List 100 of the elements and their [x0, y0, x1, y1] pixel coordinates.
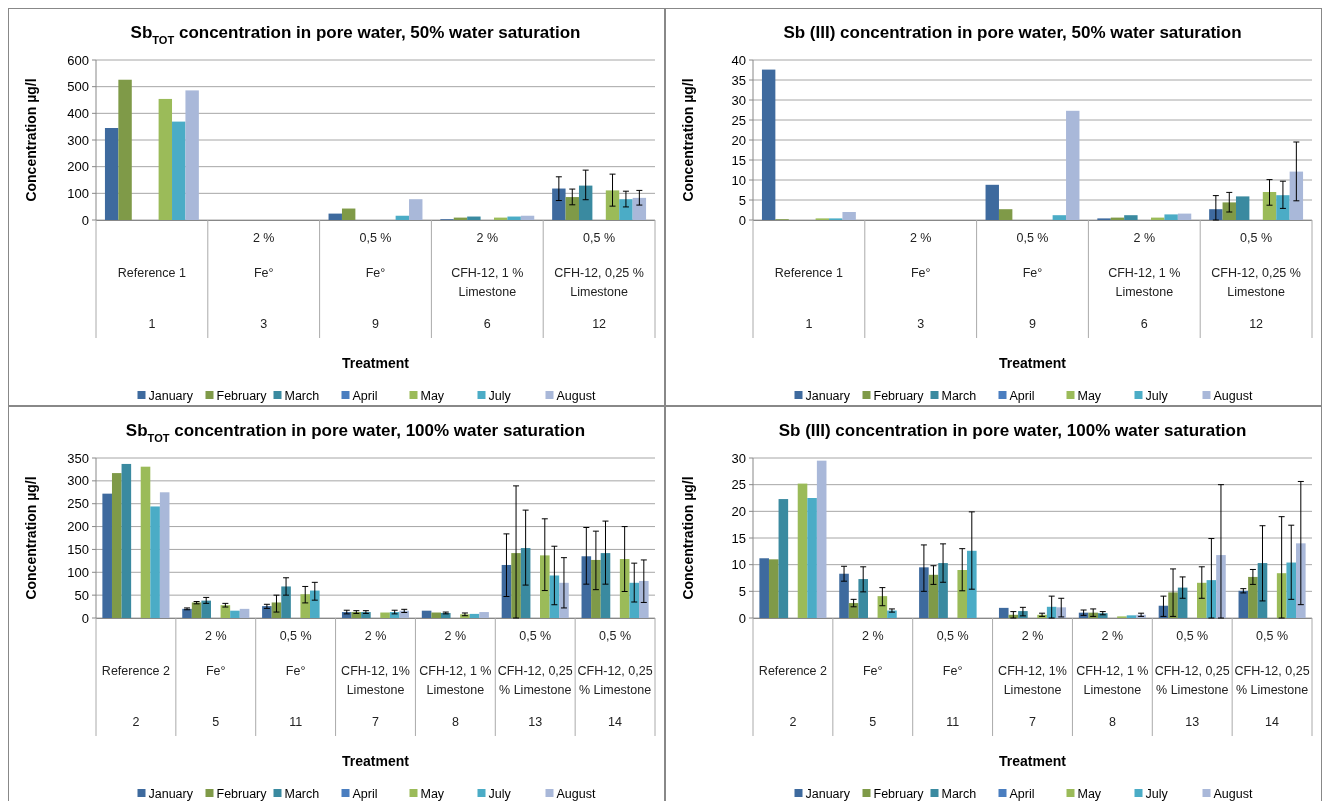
bar: [469, 613, 480, 618]
y-axis-title: Concentration µg/l: [680, 476, 696, 600]
y-tick-label: 15: [731, 530, 746, 546]
category-label: Reference 1 1: [117, 266, 186, 331]
legend-label: May: [420, 787, 445, 801]
chart-title: Sb$_{TOT}$ concentration in pore water, 100% water saturation: [125, 421, 586, 444]
bar: [102, 493, 112, 618]
y-tick-label: 350: [67, 450, 89, 466]
bar: [111, 473, 122, 618]
bar: [328, 213, 342, 220]
bar: [159, 492, 170, 618]
bar: [1177, 213, 1192, 220]
legend-label: August: [556, 787, 596, 801]
bar: [140, 466, 151, 618]
bar: [1052, 215, 1067, 220]
legend-label: March: [941, 389, 977, 403]
legend-label: February: [873, 787, 925, 801]
category-label: 2 % Fe° 5: [862, 629, 884, 729]
legend-label: August: [1213, 389, 1253, 403]
category-label: 2 % CFH-12, 1 % Limestone 8: [419, 629, 492, 729]
bar: [172, 121, 186, 220]
bar: [520, 215, 535, 220]
legend-label: March: [284, 389, 320, 403]
y-tick-label: 20: [731, 132, 746, 148]
bar: [877, 596, 888, 618]
bar: [1177, 587, 1188, 618]
legend-label: May: [1077, 787, 1102, 801]
y-tick-label: 400: [67, 105, 89, 121]
bar: [549, 575, 560, 618]
bar: [578, 185, 593, 220]
bar: [158, 98, 173, 220]
bar: [985, 184, 999, 220]
legend-label: February: [873, 389, 925, 403]
x-axis-title: Treatment: [999, 355, 1067, 371]
y-tick-label: 300: [67, 473, 89, 489]
bar: [230, 610, 240, 618]
legend-label: August: [1213, 787, 1253, 801]
bar: [842, 212, 856, 220]
category-label: 2 % Fe° 3: [909, 231, 932, 331]
y-tick-label: 25: [731, 477, 746, 493]
bar: [619, 559, 630, 618]
bar: [632, 197, 647, 220]
legend-label: January: [148, 787, 194, 801]
bar: [185, 90, 199, 220]
y-tick-label: 10: [731, 172, 746, 188]
y-tick-label: 5: [738, 192, 746, 208]
bar: [957, 570, 968, 618]
bar: [552, 188, 566, 220]
category-label: Reference 2 2: [101, 664, 170, 729]
bar: [639, 580, 649, 618]
y-tick-label: 10: [731, 557, 746, 573]
legend-label: July: [1145, 787, 1169, 801]
bar: [540, 555, 550, 618]
y-tick-label: 5: [738, 583, 746, 599]
bar: [1289, 171, 1304, 220]
category-label: 0,5 % Fe° 9: [359, 231, 392, 331]
y-tick-label: 250: [67, 496, 89, 512]
legend-label: April: [1009, 389, 1035, 403]
y-tick-label: 0: [81, 212, 89, 228]
bar: [182, 608, 192, 618]
bar: [938, 563, 948, 618]
bar: [501, 564, 512, 618]
category-label: Reference 1 1: [774, 266, 843, 331]
bar: [104, 128, 119, 220]
bar: [565, 197, 579, 220]
bar: [150, 506, 160, 618]
legend-label: January: [805, 787, 851, 801]
bar: [858, 579, 868, 618]
bar: [520, 548, 531, 618]
bar: [1126, 615, 1137, 618]
bar: [1286, 562, 1297, 618]
category-label: 2 % CFH-12, 1% Limestone 7: [341, 629, 410, 729]
category-label: 0,5 % CFH-12, 0,25 % Limestone 14: [577, 629, 653, 729]
bar: [1222, 202, 1236, 220]
legend-label: July: [488, 787, 512, 801]
y-tick-label: 500: [67, 79, 89, 95]
bar: [380, 612, 390, 618]
bar: [1238, 590, 1249, 618]
y-tick-label: 25: [731, 112, 746, 128]
y-tick-label: 50: [74, 587, 89, 603]
bar: [998, 209, 1013, 220]
bar: [797, 483, 808, 618]
chart-title: Sb$_{TOT}$ concentration in pore water, 50% water saturation: [130, 23, 581, 46]
bar: [619, 199, 633, 220]
x-axis-title: Treatment: [999, 753, 1067, 769]
category-label: Reference 2 2: [758, 664, 827, 729]
category-label: 2 % CFH-12, 1 % Limestone 8: [1076, 629, 1149, 729]
legend-label: January: [805, 389, 851, 403]
legend-label: February: [216, 787, 268, 801]
bar: [1124, 215, 1138, 220]
bar: [1248, 576, 1258, 618]
bar: [967, 550, 977, 618]
legend-label: April: [352, 389, 378, 403]
bar: [201, 600, 211, 618]
x-axis-title: Treatment: [342, 355, 410, 371]
category-label: 0,5 % CFH-12, 0,25 % Limestone 12: [554, 231, 644, 331]
y-tick-label: 200: [67, 519, 89, 535]
y-axis-title: Concentration µg/l: [23, 78, 39, 202]
bar: [848, 603, 859, 618]
category-label: 0,5 % Fe° 9: [1016, 231, 1049, 331]
